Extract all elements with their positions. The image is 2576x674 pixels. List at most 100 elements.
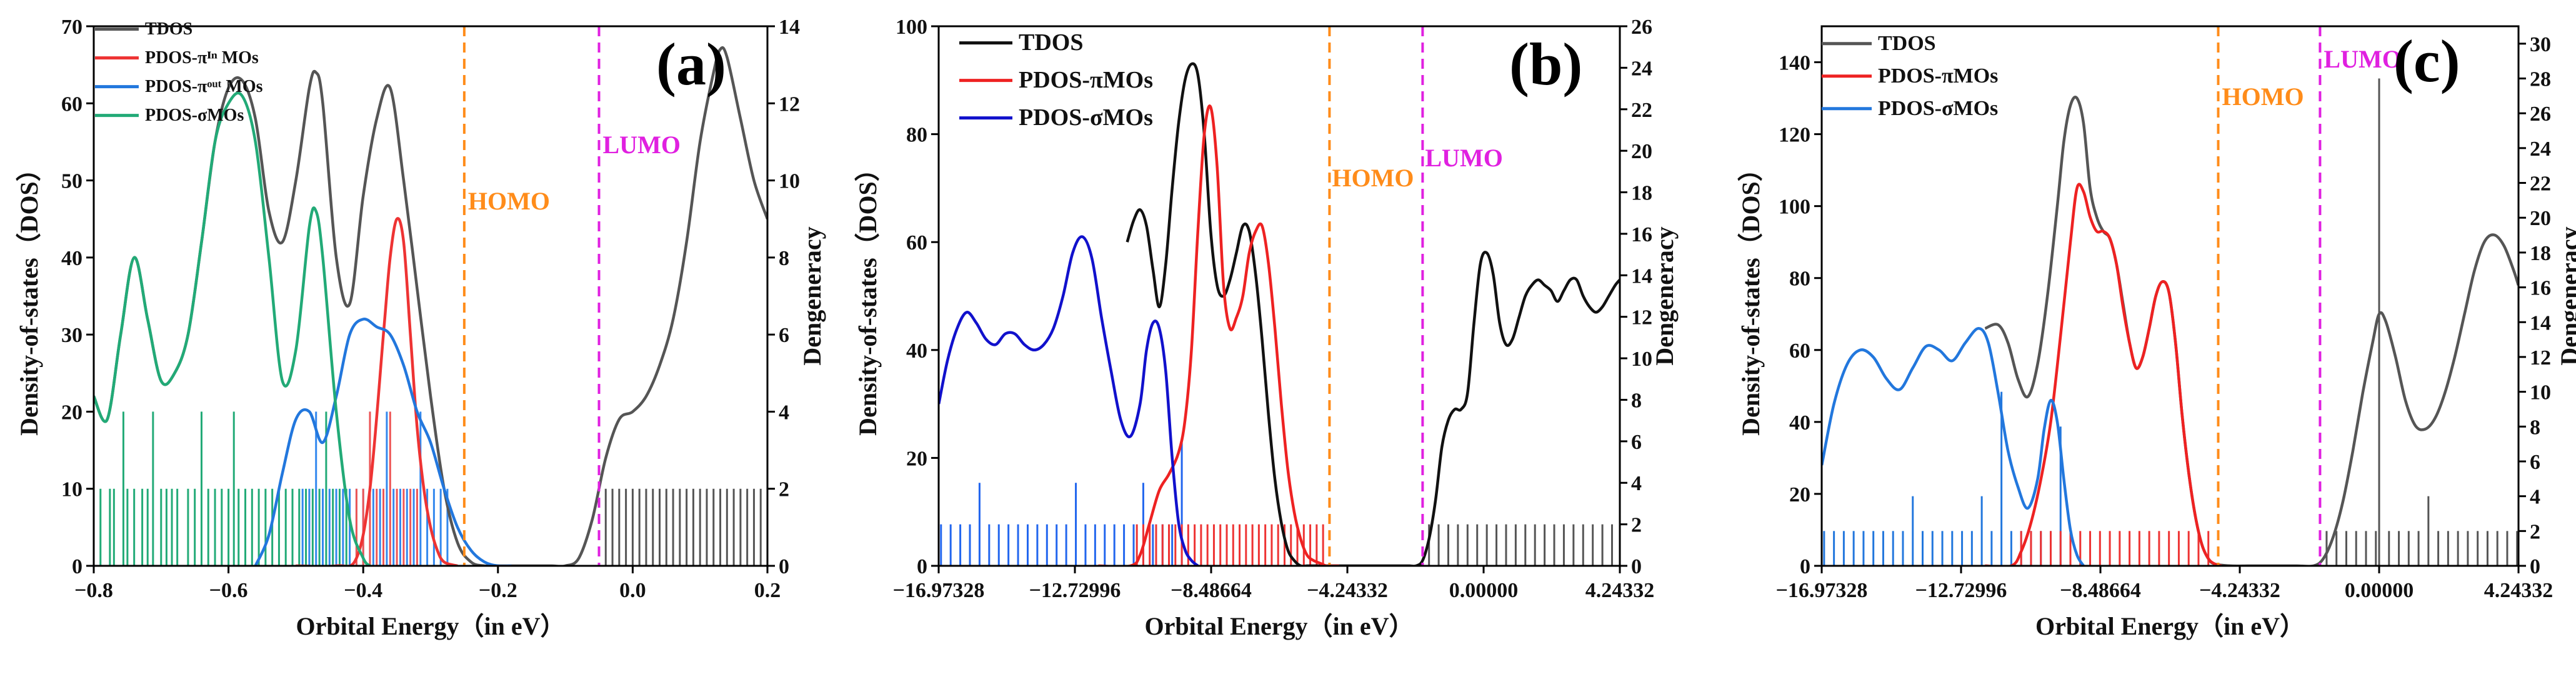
y-tick-label: 60 <box>906 231 927 254</box>
y2-axis-title: Dengeneracy <box>2555 226 2576 365</box>
legend-label: PDOS-σMOs <box>145 106 244 125</box>
plot-area <box>1822 78 2519 566</box>
y2-tick-label: 30 <box>2530 33 2551 56</box>
y-tick-label: 120 <box>1779 124 1810 147</box>
y2-axis-title: Dengeneracy <box>798 226 826 365</box>
y2-tick-label: 8 <box>779 247 789 270</box>
panel-c: HOMO LUMO −16.97328 −12.72996 −8.48664 −4.243… <box>1737 25 2576 640</box>
x-tick-label: −16.97328 <box>1776 579 1868 602</box>
plot-area <box>939 62 1620 566</box>
y2-tick-label: 20 <box>2530 207 2551 230</box>
legend-label: PDOS-πᴵⁿ MOs <box>145 48 259 68</box>
legend-label: PDOS-σMOs <box>1019 104 1153 131</box>
y2-tick-label: 6 <box>1631 431 1642 454</box>
y2-tick-label: 12 <box>1631 306 1652 329</box>
y2-tick-label: 22 <box>2530 173 2551 196</box>
x-tick-label: −0.6 <box>209 579 248 602</box>
legend: TDOS PDOS-πᴵⁿ MOs PDOS-πᵒᵘᵗ MOs PDOS-σMOs <box>95 19 263 125</box>
x-tick-label: 4.24332 <box>1585 579 1655 602</box>
lumo-label: LUMO <box>1425 144 1502 172</box>
stick-group <box>355 411 418 566</box>
x-tick-label: −8.48664 <box>2060 579 2141 602</box>
stick-group <box>2325 78 2519 566</box>
plot-area <box>94 46 767 566</box>
x-axis-title: Orbital Energy（in eV） <box>1144 612 1414 640</box>
legend-label: TDOS <box>1878 32 1936 55</box>
y2-tick-label: 4 <box>1631 472 1642 495</box>
y2-tick-label: 0 <box>1631 555 1642 578</box>
y2-tick-label: 14 <box>779 16 800 39</box>
panel-b: HOMO LUMO −16.97328 −12.72996 −8.48664 −4.243… <box>854 16 1679 640</box>
x-tick-label: −12.72996 <box>1915 579 2007 602</box>
dos-curve <box>1985 183 2222 566</box>
plot-frame <box>92 25 769 567</box>
x-tick-label: 0.00000 <box>2345 579 2414 602</box>
dos-curve <box>94 46 767 566</box>
y2-tick-label: 8 <box>1631 389 1642 412</box>
legend-label: PDOS-πMOs <box>1878 64 1998 88</box>
x-tick-label: 0.2 <box>754 579 781 602</box>
y2-tick-label: 0 <box>779 555 789 578</box>
stick-group <box>940 441 1183 566</box>
y-tick-label: 100 <box>1779 196 1810 219</box>
y2-tick-label: 2 <box>1631 514 1642 537</box>
plot-frame <box>1820 25 2520 567</box>
panel-label: (c) <box>2394 28 2460 94</box>
x-tick-label: −4.24332 <box>1307 579 1388 602</box>
y-axis-title: Density-of-states（DOS） <box>1737 156 1765 436</box>
homo-label: HOMO <box>1332 164 1414 192</box>
dos-curve <box>1822 327 2085 566</box>
y-tick-label: 0 <box>1800 555 1810 578</box>
legend-label: TDOS <box>1019 29 1083 56</box>
y2-tick-label: 18 <box>1631 182 1652 205</box>
x-tick-label: −8.48664 <box>1171 579 1252 602</box>
legend: TDOS PDOS-πMOs PDOS-σMOs <box>959 29 1153 131</box>
y-tick-label: 20 <box>1789 483 1810 506</box>
x-axis-title: Orbital Energy（in eV） <box>296 612 565 640</box>
panel-label: (b) <box>1509 31 1582 98</box>
stick-group <box>1136 524 1324 566</box>
y-tick-label: 0 <box>917 555 927 578</box>
y2-tick-label: 26 <box>1631 16 1652 39</box>
y-tick-label: 40 <box>1789 411 1810 435</box>
x-tick-label: 0.00000 <box>1449 579 1519 602</box>
legend-label: PDOS-πᵒᵘᵗ MOs <box>145 77 263 96</box>
stick-group <box>1428 524 1613 566</box>
y2-tick-label: 2 <box>779 478 789 501</box>
dos-curve <box>94 91 371 566</box>
panel-label: (a) <box>656 31 726 98</box>
x-tick-label: −0.4 <box>344 579 382 602</box>
stick-group <box>2020 531 2210 566</box>
y-tick-label: 60 <box>1789 340 1810 363</box>
y2-tick-label: 28 <box>2530 68 2551 91</box>
y2-tick-label: 24 <box>2530 138 2551 161</box>
y2-tick-label: 4 <box>779 401 789 424</box>
y-tick-label: 80 <box>1789 268 1810 291</box>
x-tick-label: −12.72996 <box>1029 579 1121 602</box>
y2-tick-label: 16 <box>1631 223 1652 246</box>
legend-label: PDOS-σMOs <box>1878 97 1998 120</box>
y-tick-label: 20 <box>906 447 927 470</box>
y2-tick-label: 10 <box>2530 381 2551 405</box>
y2-axis-title: Dengeneracy <box>1650 226 1679 365</box>
x-tick-label: −0.8 <box>74 579 113 602</box>
x-tick-label: −16.97328 <box>893 579 985 602</box>
y-tick-label: 60 <box>61 93 82 116</box>
y2-tick-label: 6 <box>2530 451 2540 474</box>
y-tick-label: 50 <box>61 170 82 193</box>
dos-curve <box>1098 104 1339 566</box>
legend-label: PDOS-πMOs <box>1019 67 1153 93</box>
y-tick-label: 80 <box>906 124 927 147</box>
dos-curve <box>296 217 458 566</box>
y2-tick-label: 12 <box>2530 346 2551 370</box>
legend: TDOS PDOS-πMOs PDOS-σMOs <box>1822 32 1998 120</box>
x-tick-label: 0.0 <box>619 579 646 602</box>
homo-label: HOMO <box>2222 83 2304 111</box>
y-tick-label: 10 <box>61 478 82 501</box>
lumo-label: LUMO <box>603 131 681 159</box>
x-tick-label: −0.2 <box>479 579 517 602</box>
y2-tick-label: 12 <box>779 93 800 116</box>
y2-tick-label: 8 <box>2530 416 2540 439</box>
y2-tick-label: 0 <box>2530 555 2540 578</box>
